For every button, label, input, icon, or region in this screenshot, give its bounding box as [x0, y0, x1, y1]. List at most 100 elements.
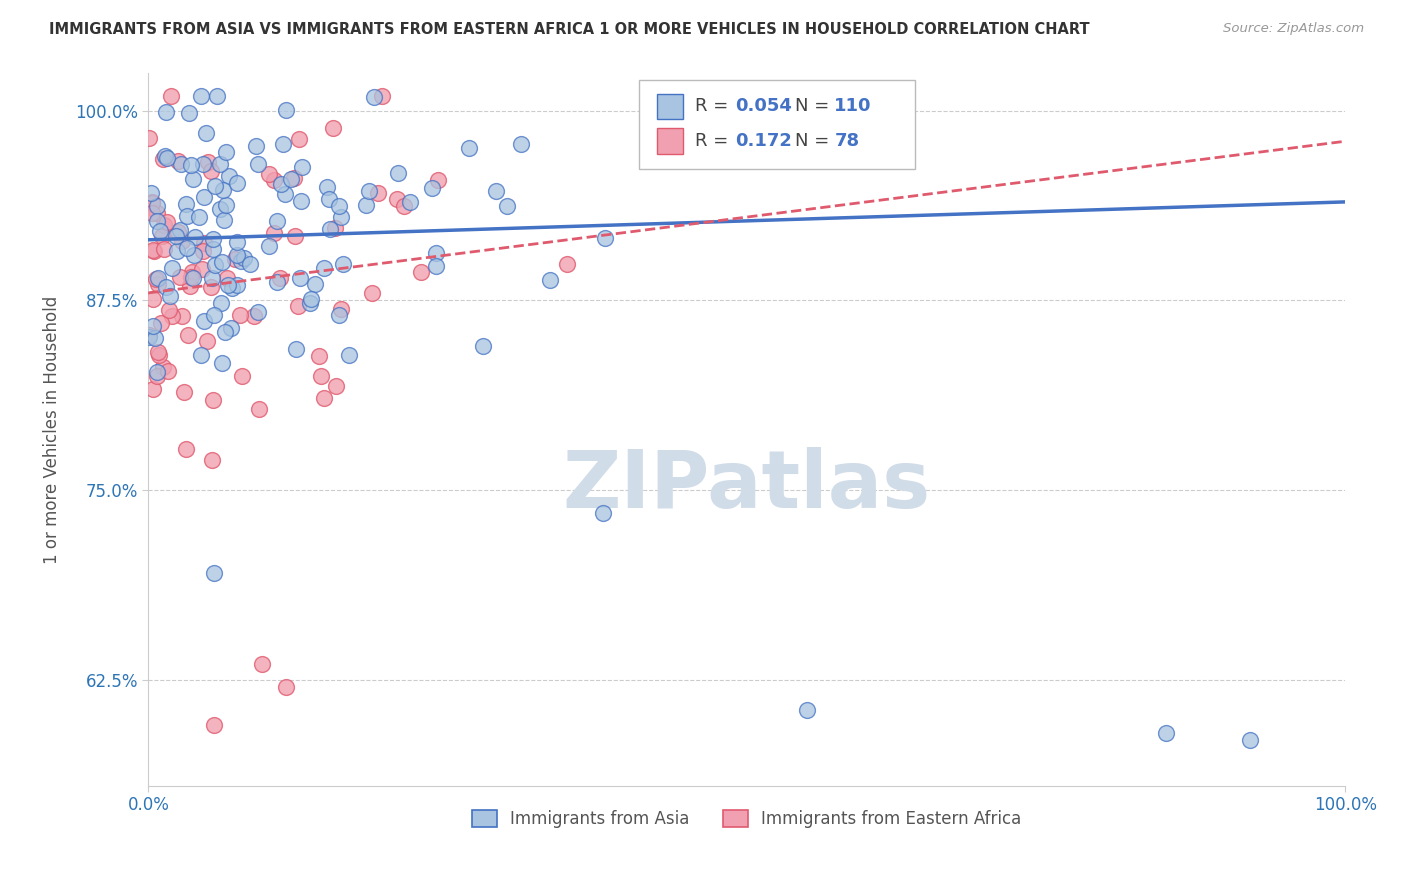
Point — [208, 157, 231, 171]
Point — [283, 170, 305, 185]
Point — [332, 257, 354, 271]
Point — [160, 309, 183, 323]
Point — [209, 296, 232, 310]
Point — [193, 190, 215, 204]
Point — [202, 393, 225, 408]
Point — [357, 185, 380, 199]
Point — [299, 292, 322, 306]
Point — [509, 136, 531, 151]
Point — [194, 126, 217, 140]
Point — [250, 657, 273, 672]
Text: Source: ZipAtlas.com: Source: ZipAtlas.com — [1223, 22, 1364, 36]
Point — [201, 232, 224, 246]
Point — [367, 186, 389, 201]
Point — [316, 180, 339, 194]
Point — [263, 173, 285, 187]
Point — [167, 225, 190, 239]
Point — [145, 272, 167, 286]
Point — [330, 301, 353, 316]
Point — [215, 197, 238, 211]
Point — [200, 163, 222, 178]
Point — [190, 88, 212, 103]
Point — [392, 199, 415, 213]
Point — [195, 334, 218, 348]
Point — [290, 194, 312, 208]
Point — [152, 218, 174, 232]
Point — [224, 252, 246, 267]
Point — [183, 248, 205, 262]
Point — [269, 270, 291, 285]
Point — [169, 222, 191, 236]
Point — [202, 308, 225, 322]
Point — [426, 173, 449, 187]
Point — [202, 566, 225, 581]
Point — [155, 280, 177, 294]
Point — [308, 349, 330, 363]
Point — [181, 271, 204, 285]
Point — [285, 342, 308, 356]
Point — [181, 265, 204, 279]
Point — [229, 254, 252, 268]
Point — [152, 242, 174, 256]
Point — [328, 309, 350, 323]
Point — [191, 244, 214, 258]
Point — [179, 279, 201, 293]
Point — [174, 442, 197, 456]
Point — [385, 192, 408, 206]
Point — [145, 206, 167, 220]
Point — [411, 265, 433, 279]
Point — [274, 680, 297, 694]
Point — [170, 309, 193, 323]
Point — [257, 167, 280, 181]
Point — [214, 325, 236, 339]
Point — [212, 213, 235, 227]
Point — [176, 241, 198, 255]
Point — [270, 177, 292, 191]
Point — [226, 235, 249, 249]
Point — [217, 277, 239, 292]
Point — [231, 368, 253, 383]
Legend: Immigrants from Asia, Immigrants from Eastern Africa: Immigrants from Asia, Immigrants from Ea… — [465, 803, 1028, 835]
Point — [143, 331, 166, 345]
Point — [201, 271, 224, 285]
Point — [398, 194, 420, 209]
Point — [472, 339, 495, 353]
Point — [155, 105, 177, 120]
Point — [239, 257, 262, 271]
Text: IMMIGRANTS FROM ASIA VS IMMIGRANTS FROM EASTERN AFRICA 1 OR MORE VEHICLES IN HOU: IMMIGRANTS FROM ASIA VS IMMIGRANTS FROM … — [49, 22, 1090, 37]
Point — [288, 270, 311, 285]
Text: N =: N = — [794, 132, 835, 150]
Point — [425, 245, 447, 260]
Point — [287, 299, 309, 313]
Point — [141, 186, 163, 201]
Point — [387, 166, 409, 180]
Point — [323, 220, 346, 235]
Point — [266, 276, 288, 290]
Point — [271, 136, 294, 151]
Point — [215, 145, 238, 159]
Point — [257, 239, 280, 253]
FancyBboxPatch shape — [657, 94, 683, 120]
Point — [204, 258, 226, 272]
Point — [225, 177, 247, 191]
Point — [796, 703, 818, 717]
Point — [169, 270, 191, 285]
Point — [209, 202, 232, 216]
Point — [370, 88, 392, 103]
Point — [425, 259, 447, 273]
Point — [318, 192, 340, 206]
Point — [330, 210, 353, 224]
Point — [157, 364, 180, 378]
Point — [146, 277, 169, 291]
Point — [200, 280, 222, 294]
Point — [142, 292, 165, 306]
Point — [1154, 725, 1177, 739]
Point — [221, 281, 243, 295]
Point — [180, 270, 202, 285]
Point — [312, 392, 335, 406]
Point — [217, 271, 239, 285]
Point — [138, 330, 160, 344]
Point — [288, 131, 311, 145]
Point — [337, 348, 360, 362]
Point — [1239, 733, 1261, 747]
